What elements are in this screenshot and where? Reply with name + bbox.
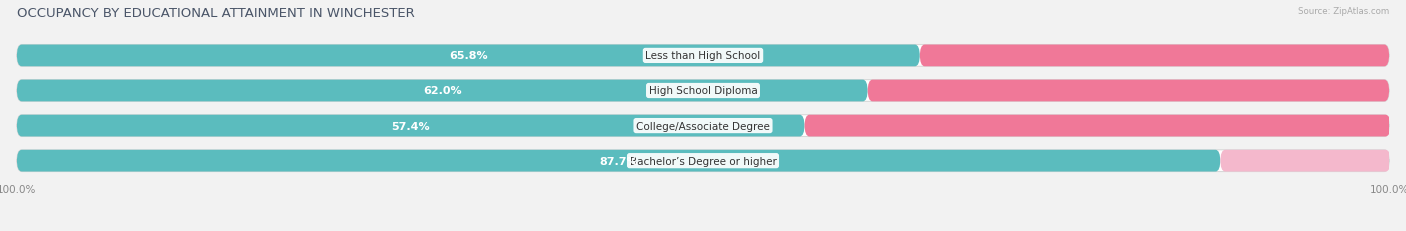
FancyBboxPatch shape bbox=[17, 45, 1389, 67]
Text: High School Diploma: High School Diploma bbox=[648, 86, 758, 96]
FancyBboxPatch shape bbox=[17, 45, 920, 67]
Text: 62.0%: 62.0% bbox=[423, 86, 461, 96]
Text: Bachelor’s Degree or higher: Bachelor’s Degree or higher bbox=[630, 156, 776, 166]
Text: 57.4%: 57.4% bbox=[391, 121, 430, 131]
FancyBboxPatch shape bbox=[17, 115, 804, 137]
Text: College/Associate Degree: College/Associate Degree bbox=[636, 121, 770, 131]
Text: 87.7%: 87.7% bbox=[599, 156, 638, 166]
FancyBboxPatch shape bbox=[920, 45, 1389, 67]
FancyBboxPatch shape bbox=[1220, 150, 1391, 172]
FancyBboxPatch shape bbox=[17, 150, 1389, 172]
Text: 65.8%: 65.8% bbox=[449, 51, 488, 61]
Text: OCCUPANCY BY EDUCATIONAL ATTAINMENT IN WINCHESTER: OCCUPANCY BY EDUCATIONAL ATTAINMENT IN W… bbox=[17, 7, 415, 20]
FancyBboxPatch shape bbox=[868, 80, 1389, 102]
Text: Source: ZipAtlas.com: Source: ZipAtlas.com bbox=[1298, 7, 1389, 16]
FancyBboxPatch shape bbox=[804, 115, 1391, 137]
FancyBboxPatch shape bbox=[17, 115, 1389, 137]
Text: Less than High School: Less than High School bbox=[645, 51, 761, 61]
FancyBboxPatch shape bbox=[17, 150, 1220, 172]
FancyBboxPatch shape bbox=[17, 80, 868, 102]
FancyBboxPatch shape bbox=[17, 80, 1389, 102]
